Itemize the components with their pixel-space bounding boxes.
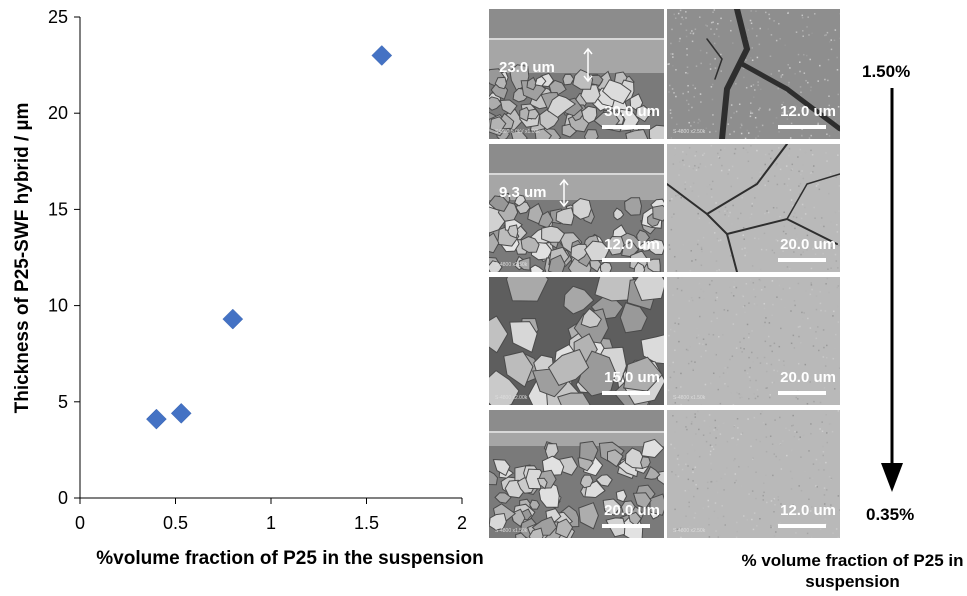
thickness-label: 9.3 um xyxy=(499,184,547,201)
y-axis-title: Thickness of P25-SWF hybrid / µm xyxy=(12,103,33,414)
scale-bar-label: 20.0 um xyxy=(780,369,836,386)
sem-micrograph xyxy=(667,9,840,139)
sem-micrograph xyxy=(667,410,840,538)
scale-bar-label: 12.0 um xyxy=(780,103,836,120)
x-tick-label: 1.5 xyxy=(354,513,379,533)
sem-micrograph xyxy=(489,9,664,139)
double-arrow-icon xyxy=(559,178,569,208)
y-tick-label: 5 xyxy=(58,392,68,412)
scale-bar xyxy=(602,524,650,528)
sem-micrograph xyxy=(489,410,664,538)
microscope-info: S-4800 x1.50k xyxy=(495,528,528,534)
scale-bar xyxy=(778,125,826,129)
sem-image-4-left: 20.0 um S-4800 x1.50k xyxy=(489,410,664,538)
data-point-diamond xyxy=(170,402,192,424)
x-tick-label: 0 xyxy=(75,513,85,533)
microscope-info: S4800 5.0kV x1.00k xyxy=(495,129,540,135)
double-arrow-icon xyxy=(583,47,593,83)
y-tick-label: 10 xyxy=(48,296,68,316)
scale-bar-label: 20.0 um xyxy=(780,236,836,253)
trend-top-label: 1.50% xyxy=(862,62,911,81)
thickness-label: 23.0 um xyxy=(499,59,555,76)
chart-axes xyxy=(74,16,463,504)
scale-bar xyxy=(778,391,826,395)
microscope-info: S-4800 x2.50k xyxy=(673,528,706,534)
data-point-diamond xyxy=(222,308,244,330)
x-tick-label: 0.5 xyxy=(163,513,188,533)
scale-bar xyxy=(602,391,650,395)
sem-image-3-right: 20.0 um S-4800 x1.50k xyxy=(667,277,840,405)
scale-bar-label: 30.0 um xyxy=(604,103,660,120)
scale-bar xyxy=(602,125,650,129)
data-points xyxy=(146,45,393,430)
scale-bar xyxy=(778,524,826,528)
microscope-info: S-4800 x2.50k xyxy=(495,262,528,268)
x-tick-label: 1 xyxy=(266,513,276,533)
sem-image-2-right: 20.0 um xyxy=(667,144,840,272)
sem-micrograph xyxy=(489,277,664,405)
y-tick-label: 15 xyxy=(48,199,68,219)
x-tick-label: 2 xyxy=(457,513,467,533)
trend-title: % volume fraction of P25 in suspension xyxy=(741,551,964,591)
microscope-info: S-4800 x2.50k xyxy=(673,129,706,135)
y-tick-label: 25 xyxy=(48,7,68,27)
sem-micrograph xyxy=(667,277,840,405)
scale-bar-label: 20.0 um xyxy=(604,502,660,519)
y-tick-label: 0 xyxy=(58,488,68,508)
sem-image-2-left: 9.3 um 12.0 um S-4800 x2.50k xyxy=(489,144,664,272)
sem-image-1-right: 12.0 um S-4800 x2.50k xyxy=(667,9,840,139)
scale-bar xyxy=(602,258,650,262)
x-tick-labels: 0 0.5 1 1.5 2 xyxy=(75,513,467,533)
sem-micrograph xyxy=(489,144,664,272)
y-tick-labels: 0 5 10 15 20 25 xyxy=(48,7,68,508)
scale-bar-label: 15.0 um xyxy=(604,369,660,386)
scatter-chart: 0 5 10 15 20 25 0 0.5 1 1.5 2 Thickness of P25-SW… xyxy=(12,7,467,533)
data-point-diamond xyxy=(146,408,167,430)
trend-bottom-label: 0.35% xyxy=(866,505,915,524)
microscope-info: S-4800 x1.50k xyxy=(673,395,706,401)
sem-image-3-left: 15.0 um S-4800 x2.00k xyxy=(489,277,664,405)
scale-bar xyxy=(778,258,826,262)
microscope-info: S-4800 x2.00k xyxy=(495,395,528,401)
scale-bar-label: 12.0 um xyxy=(780,502,836,519)
scale-bar-label: 12.0 um xyxy=(604,236,660,253)
x-axis-title: %volume fraction of P25 in the suspensio… xyxy=(96,548,484,569)
sem-micrograph xyxy=(667,144,840,272)
trend-arrow-icon xyxy=(881,88,903,492)
y-tick-label: 20 xyxy=(48,103,68,123)
data-point-diamond xyxy=(371,45,393,66)
sem-image-1-left: 23.0 um 30.0 um S4800 5.0kV x1.00k xyxy=(489,9,664,139)
sem-image-4-right: 12.0 um S-4800 x2.50k xyxy=(667,410,840,538)
